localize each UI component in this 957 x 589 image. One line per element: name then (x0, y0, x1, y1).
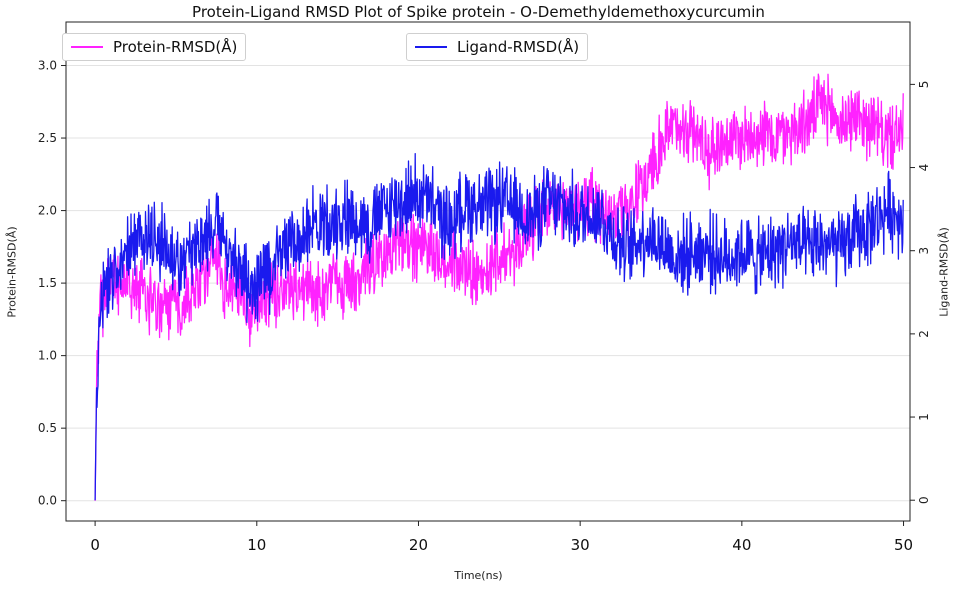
y-tick-label: 2.0 (38, 204, 57, 218)
y2-tick-label: 1 (917, 413, 931, 421)
y-axis-label-right: Ligand-RMSD(Å) (937, 227, 951, 317)
legend-swatch-protein (71, 46, 103, 48)
x-axis-label: Time(ns) (454, 569, 503, 582)
y-tick-label: 2.5 (38, 131, 57, 145)
y2-tick-label: 3 (917, 247, 931, 255)
plot-frame (65, 21, 911, 522)
y-tick-label: 0.0 (38, 494, 57, 508)
x-tick-label: 20 (409, 536, 428, 554)
y2-tick-label: 2 (917, 330, 931, 338)
y-tick-label: 1.0 (38, 349, 57, 363)
legend-label-protein: Protein-RMSD(Å) (113, 38, 238, 56)
x-tick-label: 40 (732, 536, 751, 554)
series-line-0 (94, 73, 904, 501)
y-tick-label: 3.0 (38, 59, 57, 73)
legend-ligand: Ligand-RMSD(Å) (406, 33, 589, 61)
right-axis: 0 1 2 3 4 5 (910, 81, 931, 504)
series-layer (94, 73, 904, 501)
y-axis-label-left: Protein-RMSD(Å) (5, 226, 19, 318)
series-line-1 (94, 152, 904, 501)
left-axis: 0.0 0.5 1.0 1.5 2.0 2.5 3.0 (38, 59, 66, 508)
y2-tick-label: 4 (917, 164, 931, 172)
chart-title: Protein-Ligand RMSD Plot of Spike protei… (192, 3, 765, 21)
legend-swatch-ligand (415, 46, 447, 48)
y2-tick-label: 0 (917, 496, 931, 504)
y-tick-label: 0.5 (38, 421, 57, 435)
x-tick-label: 10 (247, 536, 266, 554)
y2-tick-label: 5 (917, 81, 931, 89)
x-tick-label: 50 (894, 536, 913, 554)
x-axis: 0 10 20 30 40 50 (90, 521, 913, 554)
x-tick-label: 30 (571, 536, 590, 554)
x-tick-label: 0 (90, 536, 100, 554)
y-tick-label: 1.5 (38, 276, 57, 290)
legend-protein: Protein-RMSD(Å) (62, 33, 247, 61)
legend-label-ligand: Ligand-RMSD(Å) (457, 38, 580, 56)
